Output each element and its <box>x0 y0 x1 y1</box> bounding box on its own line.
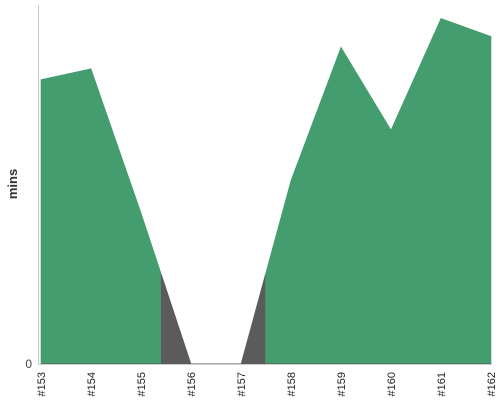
area-segment <box>390 18 442 365</box>
area-segment <box>240 273 266 365</box>
area-series <box>40 17 492 365</box>
x-tick-label: #155 <box>136 372 148 396</box>
x-tick-label: #154 <box>86 372 98 396</box>
x-tick-label: #158 <box>286 372 298 396</box>
area-segment <box>340 46 392 365</box>
x-tick-label: #161 <box>436 372 448 396</box>
area-segment <box>40 68 92 365</box>
area-segment <box>140 212 162 365</box>
x-tick-label: #159 <box>336 372 348 396</box>
x-tick-labels: #153 #154 #155 #156 #157 #158 #159 #160 #161 #162 <box>36 372 498 396</box>
area-segment <box>265 180 292 365</box>
area-segment <box>440 17 492 365</box>
x-tick-label: #162 <box>486 372 498 396</box>
area-segment <box>160 273 192 365</box>
x-tick-label: #160 <box>386 372 398 396</box>
area-segment <box>90 68 142 365</box>
y-tick-label-0: 0 <box>25 357 32 371</box>
x-tick-label: #153 <box>36 372 48 396</box>
x-tick-label: #157 <box>236 372 248 396</box>
area-segment <box>290 47 342 365</box>
y-axis-title: mins <box>5 169 20 199</box>
x-tick-label: #156 <box>186 372 198 396</box>
